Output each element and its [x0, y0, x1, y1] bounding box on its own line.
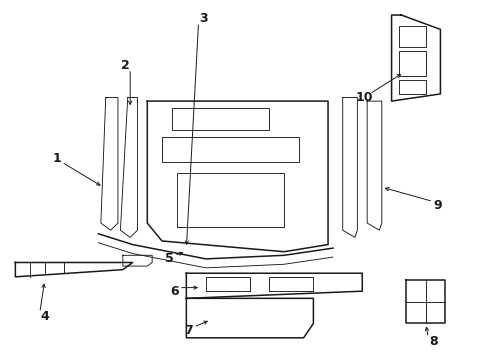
Text: 5: 5 [165, 252, 173, 265]
Bar [270, 277, 314, 291]
Bar [176, 173, 284, 226]
Bar [162, 137, 299, 162]
Text: 7: 7 [184, 324, 193, 337]
Bar [206, 277, 250, 291]
Bar [399, 80, 426, 94]
Text: 8: 8 [429, 335, 438, 348]
Text: 4: 4 [40, 310, 49, 323]
Bar [399, 26, 426, 47]
Text: 6: 6 [170, 285, 178, 298]
Text: 2: 2 [121, 59, 130, 72]
Bar [172, 108, 270, 130]
Text: 10: 10 [356, 91, 373, 104]
Text: 9: 9 [434, 199, 442, 212]
Bar [399, 51, 426, 76]
Text: 3: 3 [199, 12, 208, 25]
Text: 1: 1 [52, 152, 61, 165]
